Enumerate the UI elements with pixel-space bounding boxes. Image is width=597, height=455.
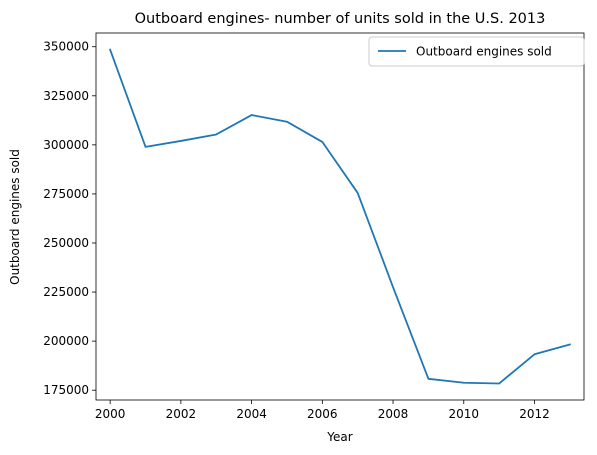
y-tick-label: 325000 [43, 89, 89, 103]
plot-area [95, 32, 585, 401]
data-point-2004 [251, 114, 253, 116]
y-tick-label: 275000 [43, 187, 89, 201]
y-tick-label: 350000 [43, 40, 89, 54]
x-axis: 2000 2002 2004 2006 2008 2010 2012 [95, 400, 550, 421]
x-tick-label: 2004 [236, 407, 267, 421]
data-point-2003 [215, 134, 217, 136]
x-tick-label: 2010 [448, 407, 479, 421]
y-tick-label: 225000 [43, 285, 89, 299]
x-tick-label: 2012 [519, 407, 550, 421]
plot-frame [95, 32, 585, 401]
x-tick-label: 2002 [166, 407, 197, 421]
data-point-2012 [534, 353, 536, 355]
y-axis: 175000 200000 225000 250000 275000 300000 3250… [43, 40, 96, 397]
data-point-2006 [321, 141, 323, 143]
x-tick-label: 2000 [95, 407, 126, 421]
data-point-2010 [463, 382, 465, 384]
legend-box [368, 36, 585, 67]
data-point-2001 [145, 146, 147, 148]
x-tick-label: 2006 [307, 407, 338, 421]
data-point-2008 [392, 286, 394, 288]
data-point-2007 [357, 192, 359, 194]
data-point-2000 [109, 49, 111, 51]
y-tick-label: 200000 [43, 334, 89, 348]
y-axis-label: Outboard engines sold [8, 149, 22, 285]
data-point-2002 [180, 140, 182, 142]
chart-title: Outboard engines- number of units sold i… [135, 11, 546, 27]
series-line-0 [108, 48, 571, 385]
data-point-2005 [286, 121, 288, 123]
y-tick-label: 300000 [43, 138, 89, 152]
y-tick-label: 250000 [43, 236, 89, 250]
legend-label: Outboard engines sold [416, 45, 552, 59]
data-point-2013 [569, 344, 571, 346]
legend: Outboard engines sold [368, 36, 585, 67]
data-point-2011 [498, 383, 500, 385]
y-tick-label: 175000 [43, 383, 89, 397]
x-axis-label: Year [326, 430, 352, 444]
x-tick-label: 2008 [378, 407, 409, 421]
data-point-2009 [428, 378, 430, 380]
